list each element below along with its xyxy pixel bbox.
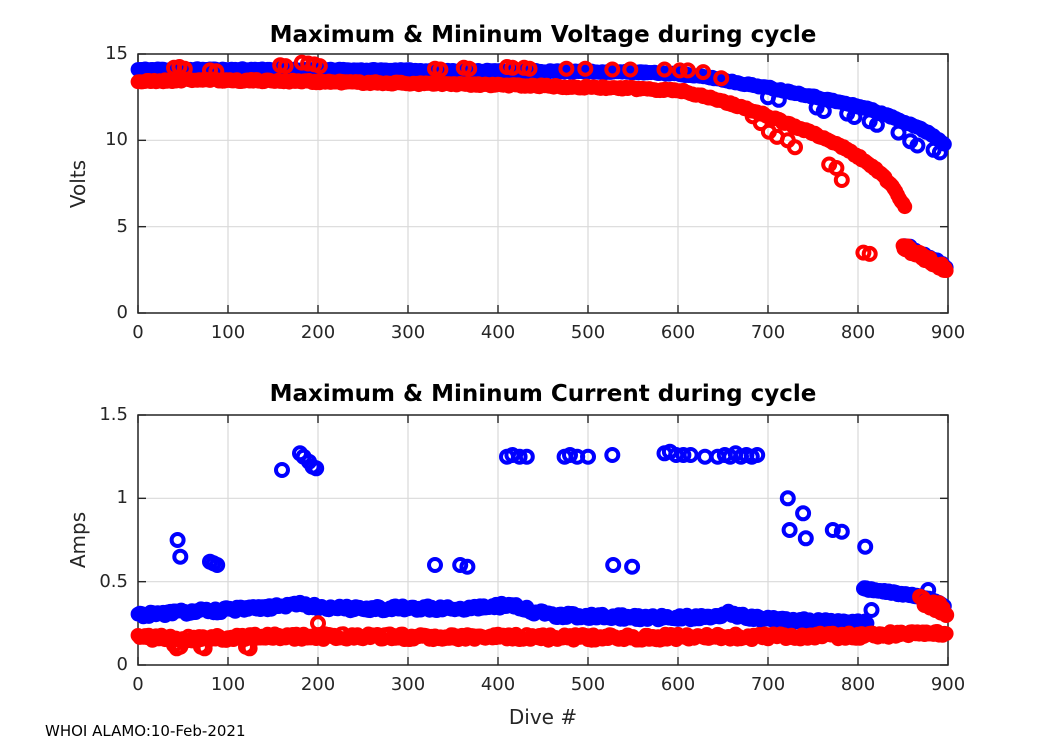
x-tick-label: 400 bbox=[480, 322, 516, 343]
x-tick-label: 100 bbox=[210, 322, 246, 343]
x-tick-label: 500 bbox=[570, 322, 606, 343]
x-axis-label: Dive # bbox=[508, 705, 578, 729]
current-plot-title: Maximum & Mininum Current during cycle bbox=[269, 381, 817, 407]
x-tick-label: 900 bbox=[930, 674, 966, 695]
x-tick-label: 600 bbox=[660, 674, 696, 695]
x-tick-label: 500 bbox=[570, 674, 606, 695]
y-tick-label: 1 bbox=[116, 487, 128, 509]
min-current-points bbox=[130, 588, 955, 657]
x-tick-label: 800 bbox=[840, 322, 876, 343]
max-current-points bbox=[130, 443, 952, 633]
x-tick-label: 900 bbox=[930, 322, 966, 343]
x-tick-label: 100 bbox=[210, 674, 246, 695]
y-tick-label: 5 bbox=[116, 215, 128, 237]
watermark-text: WHOI ALAMO:10-Feb-2021 bbox=[45, 722, 246, 740]
min-voltage-points bbox=[130, 54, 954, 279]
x-tick-label: 400 bbox=[480, 674, 516, 695]
x-tick-label: 200 bbox=[300, 674, 336, 695]
voltage-plot-title: Maximum & Mininum Voltage during cycle bbox=[269, 22, 817, 48]
current-plot-canvas bbox=[130, 414, 955, 666]
x-tick-label: 700 bbox=[750, 674, 786, 695]
y-tick-label: 0 bbox=[116, 654, 128, 675]
x-tick-label: 200 bbox=[300, 322, 336, 343]
axes-box bbox=[137, 414, 949, 666]
x-tick-label: 600 bbox=[660, 322, 696, 343]
y-tick-label: 0 bbox=[116, 302, 128, 323]
x-tick-label: 300 bbox=[390, 322, 426, 343]
y-tick-label: 10 bbox=[105, 129, 128, 151]
x-tick-label: 0 bbox=[132, 674, 144, 695]
y-tick-label: 1.5 bbox=[99, 404, 128, 425]
x-tick-label: 700 bbox=[750, 322, 786, 343]
current-y-axis-label: Amps bbox=[66, 511, 90, 569]
voltage-y-axis-label: Volts bbox=[66, 159, 90, 209]
y-tick-label: 0.5 bbox=[99, 570, 128, 592]
y-tick-label: 15 bbox=[105, 43, 128, 64]
x-tick-label: 0 bbox=[132, 322, 144, 343]
voltage-plot-canvas bbox=[130, 53, 954, 314]
x-tick-label: 800 bbox=[840, 674, 876, 695]
axes-box bbox=[137, 53, 949, 314]
x-tick-label: 300 bbox=[390, 674, 426, 695]
